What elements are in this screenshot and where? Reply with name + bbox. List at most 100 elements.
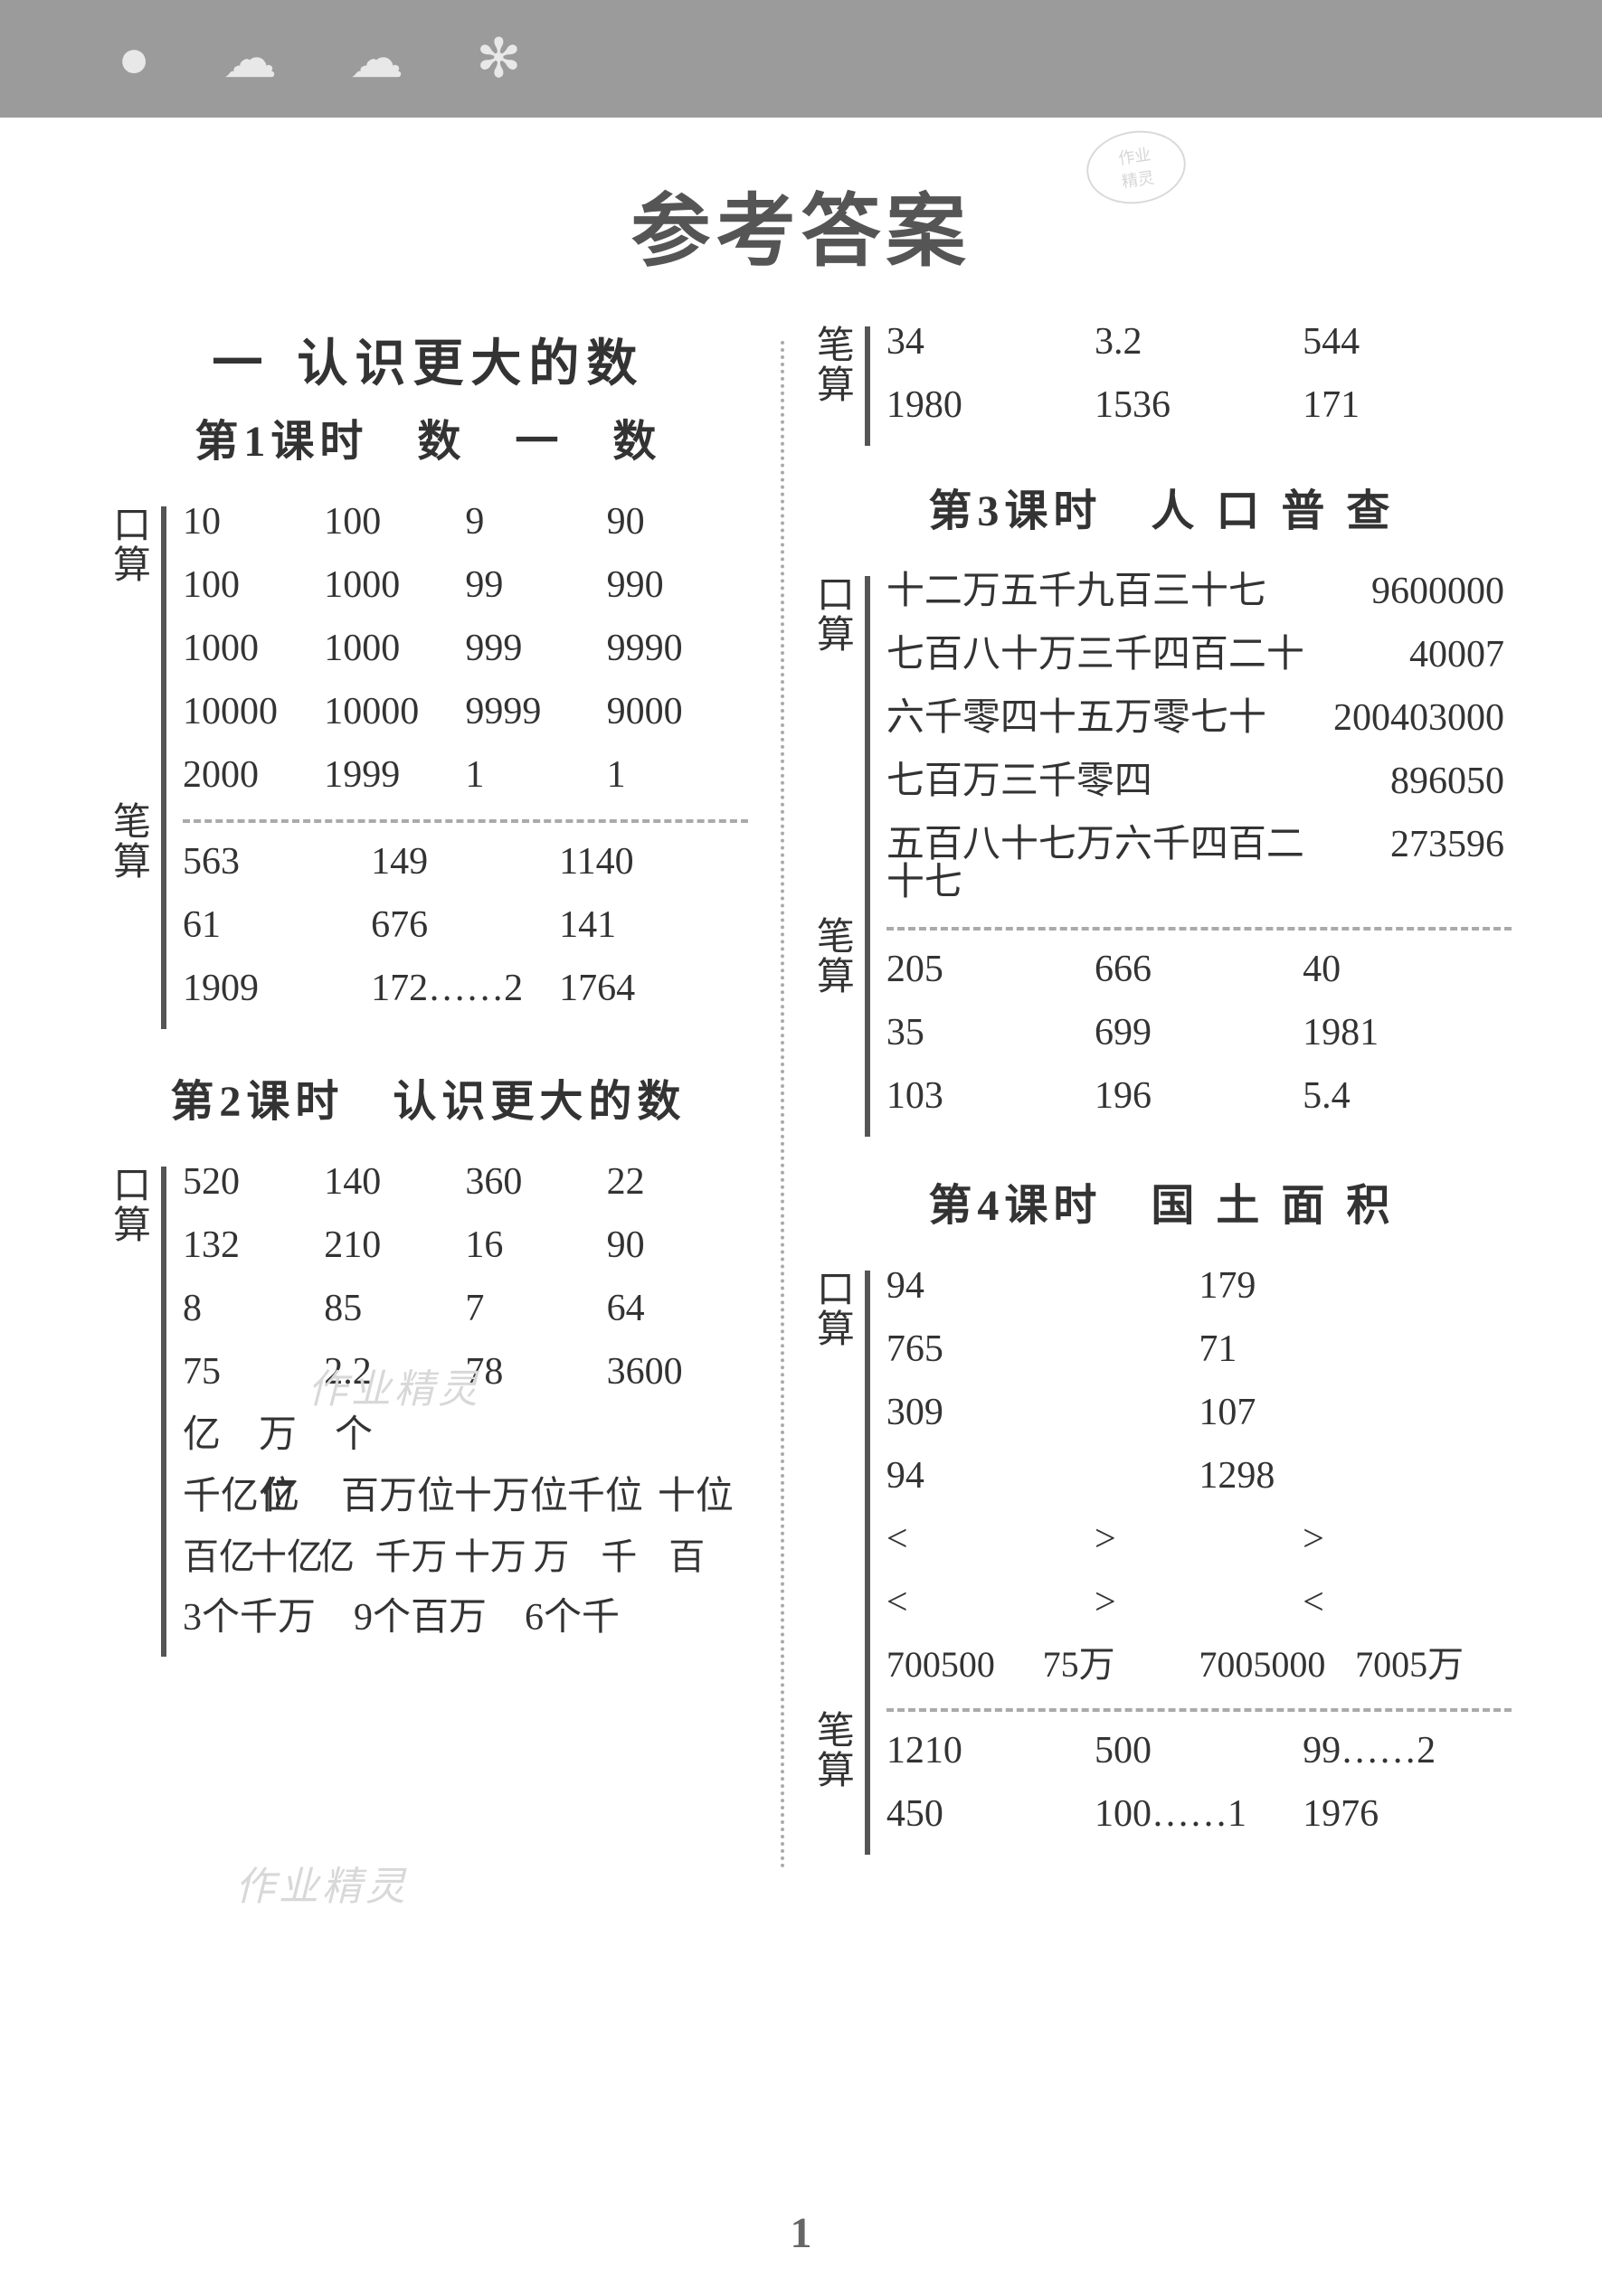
cell: <	[886, 1583, 1095, 1621]
cell: 1210	[886, 1732, 1095, 1770]
cell: 千亿位	[183, 1478, 261, 1516]
cell: 896050	[1312, 762, 1512, 800]
label-char: 算	[109, 546, 156, 586]
cell: 十位	[658, 1478, 748, 1516]
cell: 765	[886, 1330, 1199, 1368]
sun-icon: ●	[118, 28, 150, 90]
cell: 十二万五千九百三十七	[886, 572, 1312, 610]
stamp-line2: 精灵	[1120, 165, 1155, 193]
cell: 171	[1303, 386, 1511, 424]
cell: 1	[607, 756, 748, 794]
cell: 1999	[324, 756, 465, 794]
cell: 78	[465, 1353, 606, 1391]
bisuan-label: 笔 算	[812, 323, 859, 449]
cell: 五百八十七万六千四百二十七	[886, 826, 1312, 902]
table-row: 五百八十七万六千四百二十七273596	[886, 826, 1512, 902]
cell: 七百八十万三千四百二十	[886, 636, 1312, 674]
cell: 450	[886, 1795, 1095, 1833]
cell: 千位	[567, 1478, 658, 1516]
lesson3-content: 十二万五千九百三十七9600000 七百八十万三千四百二十40007 六千零四十…	[886, 572, 1512, 1140]
top-bisuan-content: 343.2544 19801536171	[886, 323, 1512, 449]
lesson1-block: 口 算 笔 算 10100990 100100099990 1000100099…	[109, 503, 748, 1033]
cell: 百	[668, 1539, 736, 1575]
dash-separator	[886, 927, 1512, 931]
cell: 103	[886, 1077, 1095, 1115]
unit-title-text: 认识更大的数	[297, 336, 644, 392]
unit-title: 一认识更大的数	[109, 323, 748, 396]
cell: 141	[559, 906, 747, 944]
cell: 360	[465, 1163, 606, 1201]
cell: 99……2	[1303, 1732, 1511, 1770]
extra-row: 亿 万 个	[183, 1416, 748, 1454]
cell: 94	[886, 1267, 1199, 1305]
cell: 132	[183, 1226, 324, 1264]
cell: 100	[324, 503, 465, 541]
unit-title-prefix: 一	[212, 336, 270, 392]
cell: 千	[601, 1539, 668, 1575]
vertical-bar	[865, 576, 870, 1137]
table-row: 450100……11976	[886, 1795, 1512, 1833]
cell: 22	[607, 1163, 748, 1201]
table-row: 20566640	[886, 950, 1512, 988]
lesson2-block: 口 算 52014036022 1322101690 885764 752.27…	[109, 1163, 748, 1660]
table-row: 1031965.4	[886, 1077, 1512, 1115]
cell: 千万	[374, 1539, 453, 1575]
cell: 34	[886, 323, 1095, 361]
cell: <	[1303, 1583, 1511, 1621]
cell: 172……2	[371, 969, 559, 1007]
cell: 1980	[886, 386, 1095, 424]
kousuan-label: 口 算 笔 算	[109, 503, 156, 1033]
cell: 107	[1199, 1394, 1512, 1431]
cell: 9990	[607, 629, 748, 667]
label-char: 算	[812, 1752, 859, 1791]
table-row: 309107	[886, 1394, 1512, 1431]
cell: 563	[183, 843, 371, 881]
cell: 100……1	[1095, 1795, 1303, 1833]
cell: 1976	[1303, 1795, 1511, 1833]
cell: <	[886, 1520, 1095, 1558]
top-bisuan-block: 笔 算 343.2544 19801536171	[812, 323, 1512, 449]
label-char: 口	[109, 506, 156, 546]
cell: 71	[1199, 1330, 1512, 1368]
cell: >	[1303, 1520, 1511, 1558]
cell: 六千零四十五万零七十	[886, 699, 1312, 737]
lesson2-content: 52014036022 1322101690 885764 752.278360…	[183, 1163, 748, 1660]
label-char: 口	[109, 1167, 156, 1206]
cell: 140	[324, 1163, 465, 1201]
dash-separator	[183, 819, 748, 823]
lesson1-title: 第1课时 数 一 数	[109, 405, 748, 468]
table-row: 94179	[886, 1267, 1512, 1305]
cell: 1140	[559, 843, 747, 881]
extra-row: 3个千万 9个百万 6个千	[183, 1599, 748, 1637]
lesson4-content: 94179 76571 309107 941298 <>> <>< 700500…	[886, 1267, 1512, 1858]
cell: 90	[607, 503, 748, 541]
cell: 16	[465, 1226, 606, 1264]
cell: 99	[465, 566, 606, 604]
cloud-icon: ☁	[223, 27, 277, 90]
cell: 9000	[607, 693, 748, 731]
label-char: 笔	[109, 803, 156, 843]
table-row: 121050099……2	[886, 1732, 1512, 1770]
cell: 7005万	[1355, 1647, 1512, 1683]
table-row: 885764	[183, 1290, 748, 1328]
cell: 1981	[1303, 1014, 1511, 1052]
label-char: 算	[812, 366, 859, 406]
cell: 百亿	[183, 1539, 251, 1575]
cell: 700500	[886, 1647, 1043, 1683]
cell: 万	[533, 1539, 601, 1575]
cell: 200403000	[1312, 699, 1512, 737]
cell: 十万位	[454, 1478, 567, 1516]
label-char: 口	[812, 1271, 859, 1310]
table-row: 752.2783600	[183, 1353, 748, 1391]
table-row: 六千零四十五万零七十200403000	[886, 699, 1512, 737]
page-title: 参考答案	[0, 167, 1602, 282]
label-char: 笔	[812, 918, 859, 958]
cell: 10	[183, 503, 324, 541]
cell: 90	[607, 1226, 748, 1264]
table-row: 52014036022	[183, 1163, 748, 1201]
table-row: 10100990	[183, 503, 748, 541]
column-divider	[781, 341, 784, 1869]
cell: 100	[183, 566, 324, 604]
cell: >	[1095, 1583, 1303, 1621]
cell: 75万	[1043, 1647, 1199, 1683]
